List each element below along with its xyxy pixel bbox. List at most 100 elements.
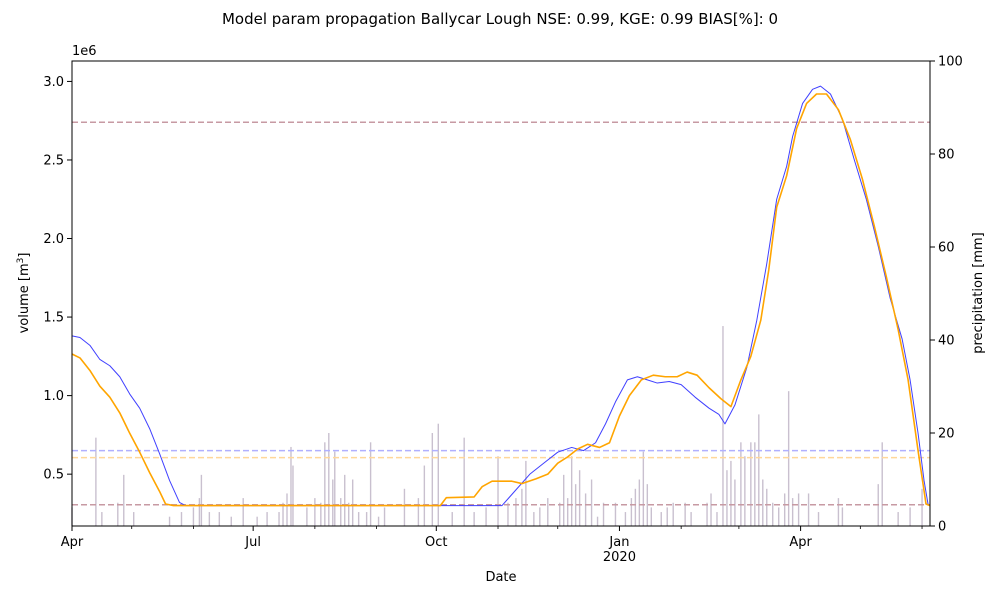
y-tick-label: 1.5 — [43, 311, 64, 326]
precip-bar — [377, 516, 380, 526]
y-axis-ticks: 0.5 1.0 1.5 2.0 2.5 3.0 — [43, 75, 72, 483]
precipitation-bars — [71, 326, 923, 526]
precip-bar — [451, 512, 453, 526]
precip-bar — [290, 446, 292, 526]
chart-title: Model param propagation Ballycar Lough N… — [222, 10, 778, 28]
precip-bar — [684, 502, 686, 526]
plot-frame — [71, 60, 931, 527]
precip-bar — [646, 484, 649, 526]
precip-bar — [690, 512, 692, 526]
precip-bar — [630, 498, 633, 526]
precip-bar — [837, 498, 840, 526]
precip-bar — [539, 507, 541, 526]
y-tick-label: 3.0 — [43, 75, 64, 90]
precip-bar — [485, 507, 487, 526]
y2-tick-label: 0 — [938, 520, 946, 535]
precip-bar — [95, 437, 97, 526]
precip-bar — [797, 493, 800, 526]
precip-bar — [242, 498, 244, 526]
precip-bar — [417, 498, 420, 526]
precip-bar — [423, 465, 426, 526]
precip-bar — [716, 512, 718, 526]
precip-bar — [758, 414, 760, 526]
precip-bar — [292, 465, 294, 526]
precip-bar — [101, 512, 103, 526]
precip-bar — [578, 470, 581, 526]
precip-bar — [881, 442, 883, 526]
precip-bar — [574, 484, 577, 526]
x-tick-label: Apr — [789, 535, 812, 550]
precip-bar — [791, 498, 794, 526]
precip-bar — [547, 498, 549, 526]
precip-bar — [314, 498, 316, 526]
precip-bar — [340, 498, 342, 526]
y2-tick-label: 40 — [938, 334, 955, 349]
precip-bar — [726, 470, 728, 526]
precip-bar — [230, 516, 232, 526]
precip-bar — [256, 516, 258, 526]
precip-bar — [332, 479, 334, 526]
precip-bar — [344, 474, 346, 526]
precip-bar — [208, 512, 211, 526]
precip-bar — [584, 493, 587, 526]
precip-bar — [198, 498, 201, 526]
precip-bar — [634, 488, 637, 526]
precip-bar — [766, 488, 768, 526]
precip-bar — [431, 433, 434, 526]
x-tick-label: Jul — [244, 535, 261, 550]
precip-bar — [533, 512, 535, 526]
y2-axis-ticks: 0 20 40 60 80 100 — [930, 55, 963, 535]
precip-bar — [286, 493, 288, 526]
precip-bar — [328, 433, 330, 526]
precip-bar — [168, 516, 171, 526]
precip-bar — [817, 512, 820, 526]
series-line — [71, 85, 931, 507]
precip-bar — [754, 442, 756, 526]
precip-bar — [722, 326, 724, 526]
precip-bar — [650, 507, 652, 526]
y-tick-label: 0.5 — [43, 468, 64, 483]
y-tick-label: 2.0 — [43, 232, 64, 247]
precip-bar — [841, 507, 844, 526]
precip-bar — [596, 516, 599, 526]
precip-bar — [200, 474, 203, 526]
precip-bar — [306, 507, 308, 526]
precip-bar — [710, 493, 712, 526]
precip-bar — [783, 493, 786, 526]
precip-bar — [778, 507, 780, 526]
y2-tick-label: 60 — [938, 241, 955, 256]
precip-bar — [706, 502, 708, 526]
precip-bar — [473, 512, 475, 526]
precip-bar — [507, 502, 509, 526]
precip-bar — [570, 456, 573, 526]
x-tick-label: Apr — [61, 535, 84, 550]
precip-bar — [357, 512, 360, 526]
precip-bar — [369, 442, 372, 526]
precip-bar — [666, 507, 668, 526]
precip-bar — [921, 488, 923, 526]
precip-bar — [590, 479, 593, 526]
precip-bar — [266, 512, 268, 526]
precip-bar — [437, 423, 439, 526]
precip-bar — [602, 502, 605, 526]
precip-bar — [897, 512, 899, 526]
precip-bar — [324, 442, 326, 526]
precip-bar — [762, 479, 764, 526]
precip-bar — [563, 474, 565, 526]
precip-bar — [282, 502, 284, 526]
precip-bar — [515, 498, 517, 526]
x-tick-label: Oct — [425, 535, 447, 550]
x-axis-label: Date — [485, 570, 516, 585]
precip-bar — [117, 502, 119, 526]
precip-bar — [463, 437, 465, 526]
precip-bar — [133, 512, 135, 526]
precip-bar — [750, 442, 752, 526]
y2-tick-label: 20 — [938, 427, 955, 442]
precip-bar — [566, 498, 569, 526]
precip-bar — [787, 391, 790, 526]
x-tick-label: Jan — [608, 535, 629, 550]
precip-bar — [351, 479, 354, 526]
